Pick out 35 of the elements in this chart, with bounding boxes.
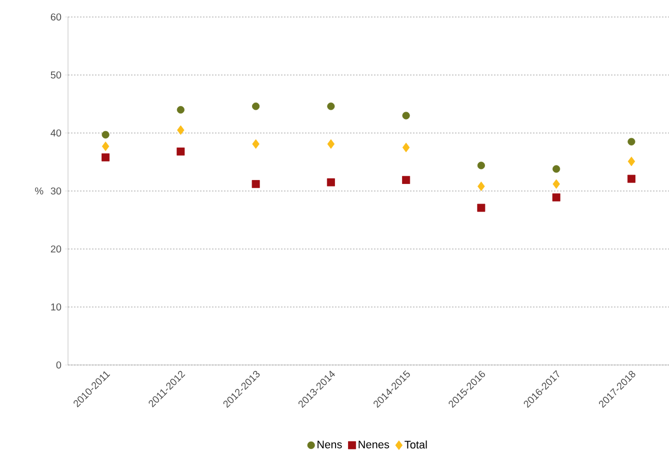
point xyxy=(627,174,636,183)
legend-label: Nenes xyxy=(358,440,390,448)
point xyxy=(477,204,486,212)
point xyxy=(552,193,560,202)
y-tick-label: 30 xyxy=(50,187,62,195)
point xyxy=(102,130,110,139)
legend-label: Nens xyxy=(318,440,342,448)
y-tick-label: 60 xyxy=(50,13,62,21)
point xyxy=(176,106,184,114)
y-tick-label: 50 xyxy=(50,71,62,79)
point xyxy=(402,142,410,152)
y-tick-label: 0 xyxy=(56,361,62,369)
y-tick-label: 40 xyxy=(50,129,62,137)
point xyxy=(478,182,485,192)
y-axis-title: % xyxy=(35,187,44,194)
legend-label: Total xyxy=(404,440,427,449)
point xyxy=(252,139,260,149)
point xyxy=(628,138,636,146)
point xyxy=(402,112,410,120)
point xyxy=(252,180,260,188)
point xyxy=(628,156,636,166)
point xyxy=(327,139,335,149)
point xyxy=(477,162,485,170)
point xyxy=(326,178,335,186)
point xyxy=(177,125,184,135)
y-tick-label: 20 xyxy=(50,245,62,253)
point xyxy=(176,148,185,156)
point xyxy=(552,165,560,173)
point xyxy=(102,142,110,152)
point xyxy=(552,179,560,189)
point xyxy=(327,102,335,110)
point xyxy=(102,153,110,162)
point xyxy=(252,102,260,110)
point xyxy=(402,176,410,184)
y-tick-label: 10 xyxy=(51,303,62,311)
